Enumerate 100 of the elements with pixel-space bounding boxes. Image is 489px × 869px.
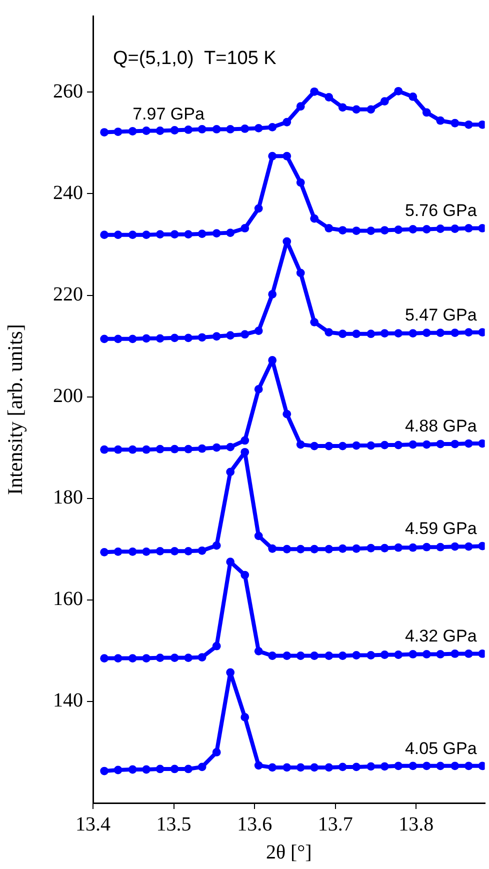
point	[212, 443, 221, 452]
point	[282, 544, 292, 554]
point	[366, 330, 376, 338]
point	[254, 326, 263, 335]
point	[128, 445, 137, 454]
point	[142, 445, 151, 454]
y-tick-label: 260	[53, 80, 83, 102]
point	[436, 542, 445, 552]
point	[240, 448, 250, 456]
point	[338, 103, 347, 112]
point	[240, 712, 250, 722]
point	[380, 544, 389, 552]
point	[268, 122, 277, 132]
x-tick-label: 13.6	[237, 813, 272, 836]
point	[198, 230, 206, 238]
point	[450, 118, 460, 128]
point	[352, 226, 361, 235]
point	[464, 328, 473, 337]
point	[142, 654, 151, 662]
point	[366, 441, 376, 450]
point	[450, 762, 460, 770]
point	[436, 328, 445, 338]
series-label: 4.32 GPa	[404, 626, 478, 646]
point	[464, 439, 473, 448]
point	[464, 542, 473, 551]
point	[170, 444, 179, 454]
point	[268, 763, 277, 772]
point	[310, 763, 319, 772]
point	[156, 230, 164, 239]
point	[156, 654, 164, 662]
point	[254, 532, 263, 540]
point	[338, 226, 347, 234]
point	[408, 329, 418, 338]
point	[436, 650, 445, 658]
point	[296, 268, 305, 278]
point	[226, 125, 235, 134]
point	[142, 230, 151, 240]
point	[170, 126, 179, 134]
y-tick-label: 240	[53, 182, 83, 204]
point	[142, 547, 151, 556]
point	[254, 124, 263, 132]
point	[226, 668, 235, 677]
series-label: 7.97 GPa	[132, 104, 205, 124]
point	[450, 224, 460, 233]
point	[198, 653, 206, 662]
point	[128, 654, 137, 662]
point	[352, 651, 361, 660]
point	[324, 224, 334, 232]
point	[352, 330, 361, 338]
point	[310, 442, 319, 450]
point	[380, 650, 389, 659]
x-tick-label: 13.7	[318, 813, 353, 836]
point	[408, 440, 418, 449]
series-label: 4.88 GPa	[404, 416, 478, 436]
y-tick-label: 180	[53, 486, 83, 509]
point	[184, 444, 193, 454]
point	[464, 762, 473, 770]
point	[408, 762, 418, 770]
point	[114, 128, 122, 136]
point	[352, 105, 361, 114]
point	[394, 440, 403, 450]
point	[310, 652, 319, 660]
point	[128, 127, 137, 136]
point	[422, 762, 431, 770]
point	[324, 328, 334, 337]
point	[240, 330, 250, 339]
point	[198, 125, 206, 134]
point	[324, 544, 334, 554]
point	[366, 651, 376, 660]
point	[212, 229, 221, 238]
point	[240, 124, 250, 133]
point	[114, 766, 122, 774]
point	[338, 330, 347, 338]
point	[296, 178, 305, 187]
point	[282, 410, 292, 418]
point	[156, 334, 164, 343]
point	[170, 334, 179, 342]
point	[170, 546, 179, 556]
point	[464, 650, 473, 658]
point	[464, 224, 473, 232]
point	[254, 204, 263, 213]
point	[422, 440, 431, 449]
point	[296, 102, 305, 111]
point	[226, 228, 235, 238]
point	[240, 570, 250, 580]
point	[380, 329, 389, 338]
point	[114, 445, 122, 454]
y-axis-title: Intensity [arb. units]	[3, 324, 28, 495]
point	[142, 334, 151, 343]
series-label: 4.59 GPa	[404, 519, 478, 538]
point	[184, 654, 193, 662]
point	[212, 541, 221, 550]
point	[268, 544, 277, 553]
x-tick-label: 13.5	[156, 813, 192, 836]
y-tick-label: 200	[53, 385, 83, 408]
point	[226, 331, 235, 340]
point	[240, 436, 250, 445]
point	[184, 546, 193, 556]
point	[128, 765, 137, 774]
point	[226, 558, 235, 566]
